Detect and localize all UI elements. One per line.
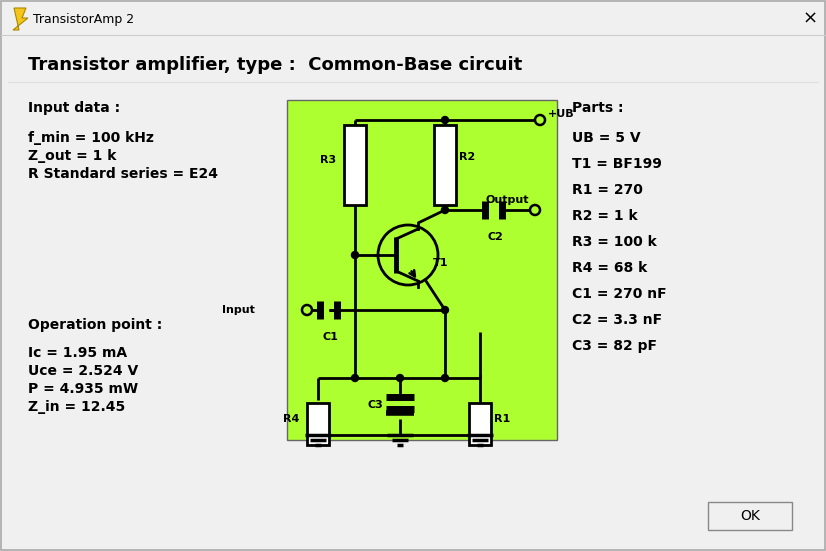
Text: R3: R3 [320, 155, 336, 165]
Bar [469, 403, 491, 445]
Text: P = 4.935 mW: P = 4.935 mW [28, 382, 138, 396]
Text: +UB: +UB [548, 109, 575, 119]
Bar [307, 403, 329, 445]
Circle shape [396, 375, 403, 381]
Text: f_min = 100 kHz: f_min = 100 kHz [28, 131, 154, 145]
Text: Input: Input [222, 305, 255, 315]
Text: Uce = 2.524 V: Uce = 2.524 V [28, 364, 138, 378]
Text: R4 = 68 k: R4 = 68 k [572, 261, 648, 275]
Text: OK: OK [740, 509, 760, 523]
Circle shape [302, 305, 312, 315]
Text: UB = 5 V: UB = 5 V [572, 131, 641, 145]
Text: Z_in = 12.45: Z_in = 12.45 [28, 400, 126, 414]
Text: Z_out = 1 k: Z_out = 1 k [28, 149, 116, 163]
Circle shape [378, 225, 438, 285]
Text: Output: Output [485, 195, 529, 205]
Circle shape [442, 306, 449, 314]
Text: Parts :: Parts : [572, 101, 624, 115]
Text: C3 = 82 pF: C3 = 82 pF [572, 339, 657, 353]
Circle shape [352, 375, 358, 381]
Text: R2 = 1 k: R2 = 1 k [572, 209, 638, 223]
Text: C1 = 270 nF: C1 = 270 nF [572, 287, 667, 301]
Circle shape [530, 205, 540, 215]
Text: C3: C3 [368, 400, 384, 410]
Text: ×: × [802, 10, 818, 28]
Circle shape [442, 116, 449, 123]
Text: R1: R1 [494, 414, 510, 424]
Circle shape [442, 207, 449, 213]
Bar [434, 125, 456, 205]
Text: C2 = 3.3 nF: C2 = 3.3 nF [572, 313, 662, 327]
Text: R4: R4 [283, 414, 299, 424]
Text: R3 = 100 k: R3 = 100 k [572, 235, 657, 249]
Text: T1: T1 [433, 258, 449, 268]
Circle shape [535, 115, 545, 125]
Text: C1: C1 [322, 332, 338, 342]
Bar [344, 125, 366, 205]
FancyBboxPatch shape [287, 100, 557, 440]
FancyBboxPatch shape [708, 502, 792, 530]
Circle shape [352, 251, 358, 258]
Text: R Standard series = E24: R Standard series = E24 [28, 167, 218, 181]
Text: Ic = 1.95 mA: Ic = 1.95 mA [28, 346, 127, 360]
Text: T1 = BF199: T1 = BF199 [572, 157, 662, 171]
Text: Input data :: Input data : [28, 101, 120, 115]
Text: R2: R2 [459, 152, 475, 162]
Text: TransistorAmp 2: TransistorAmp 2 [33, 14, 134, 26]
Circle shape [442, 375, 449, 381]
Text: Operation point :: Operation point : [28, 318, 162, 332]
Text: Transistor amplifier, type :  Common-Base circuit: Transistor amplifier, type : Common-Base… [28, 56, 522, 74]
Text: R1 = 270: R1 = 270 [572, 183, 643, 197]
Text: C2: C2 [487, 232, 503, 242]
Polygon shape [13, 8, 28, 30]
